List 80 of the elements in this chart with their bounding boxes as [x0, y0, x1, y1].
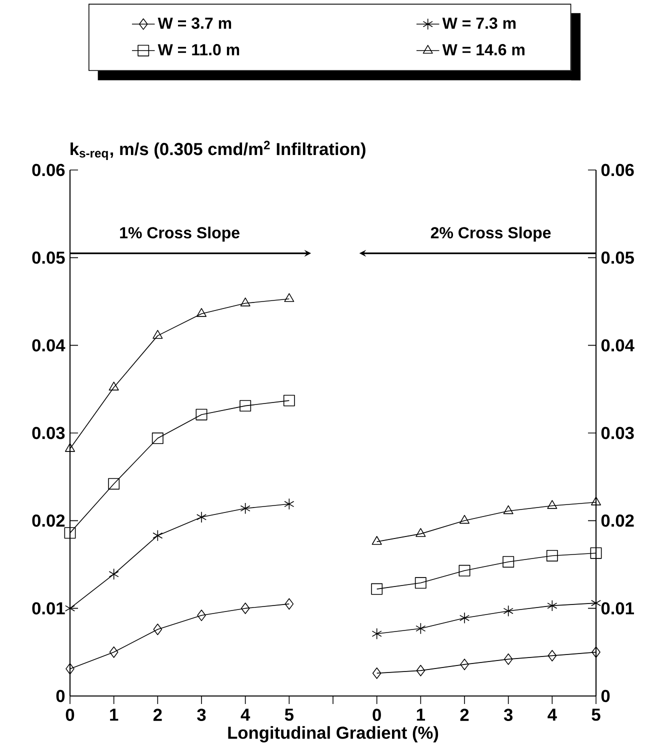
y-tick-label: 0.01	[32, 602, 65, 614]
point	[590, 547, 602, 559]
y-tick-label: 0	[56, 690, 65, 702]
x-tick-label: 4	[548, 708, 557, 721]
point	[546, 550, 558, 562]
point	[240, 298, 250, 306]
point	[547, 500, 558, 509]
point	[108, 382, 119, 390]
x-tick-label: 1	[110, 708, 118, 721]
point	[284, 598, 294, 610]
x-axis-title: Longitudinal Gradient (%)	[228, 726, 438, 742]
point	[547, 600, 558, 612]
y-tick-label: 0.02	[32, 514, 65, 527]
point	[240, 602, 250, 614]
y-tick-label: 0.03	[32, 426, 65, 440]
point	[64, 443, 76, 452]
x-tick-label: 0	[372, 708, 381, 721]
y-tick-label: 0.04	[32, 339, 66, 352]
x-tick-label: 5	[284, 708, 294, 721]
point	[592, 646, 600, 658]
annotation: 2% Cross Slope	[430, 226, 551, 242]
point	[240, 400, 252, 412]
point	[504, 653, 513, 665]
point	[196, 511, 207, 523]
y2-tick-label: 0.02	[601, 514, 634, 527]
point	[153, 624, 162, 636]
y-axis-title: k$_{s-req}$, m/s (0.305 cmd/m$^{2}$ Infiltration)	[70, 140, 366, 160]
point	[196, 408, 208, 420]
point	[416, 528, 426, 537]
x-tick-label: 4	[240, 708, 250, 721]
x-tick-label: 3	[504, 708, 513, 721]
point	[416, 664, 426, 676]
y-tick-label: 0.06	[32, 164, 65, 176]
point	[284, 293, 294, 302]
point	[503, 605, 514, 617]
x-tick-label: 0	[66, 708, 74, 721]
x-tick-label: 2	[153, 708, 162, 721]
y2-tick-label: 0.04	[601, 339, 634, 352]
legend-label: W = 14.6 m	[442, 44, 524, 56]
legend-label: W = 3.7 m	[158, 18, 232, 29]
y-tick-label: 0.05	[32, 252, 65, 264]
legend-label: W = 11.0 m	[158, 44, 240, 56]
point	[459, 514, 470, 524]
point	[108, 478, 120, 490]
point	[459, 612, 470, 624]
point	[590, 496, 602, 506]
point	[109, 646, 118, 658]
point	[66, 663, 74, 675]
point	[548, 650, 557, 662]
x-tick-label: 3	[197, 708, 206, 721]
point	[458, 564, 470, 576]
point	[372, 628, 382, 640]
legend-label: W = 7.3 m	[442, 18, 516, 29]
point	[152, 530, 163, 542]
point	[371, 583, 383, 595]
point	[502, 556, 514, 568]
y2-tick-label: 0.01	[601, 602, 634, 614]
point	[64, 527, 76, 539]
point	[503, 505, 514, 514]
point	[240, 502, 250, 514]
y2-tick-label: 0	[601, 690, 610, 702]
point	[414, 577, 426, 589]
annotation: 1% Cross Slope	[120, 226, 240, 242]
y2-tick-label: 0.06	[601, 164, 634, 176]
point	[372, 667, 382, 679]
point	[197, 610, 206, 622]
x-tick-label: 2	[460, 708, 469, 721]
point	[152, 330, 163, 339]
point	[152, 432, 164, 444]
point	[416, 622, 426, 634]
point	[372, 536, 382, 545]
point	[284, 498, 294, 510]
point	[196, 308, 207, 317]
x-tick-label: 5	[592, 708, 600, 721]
y2-tick-label: 0.03	[601, 426, 634, 440]
y2-tick-label: 0.05	[601, 252, 634, 264]
point	[460, 658, 469, 670]
point	[108, 568, 119, 580]
x-tick-label: 1	[416, 708, 426, 721]
point	[283, 394, 295, 406]
